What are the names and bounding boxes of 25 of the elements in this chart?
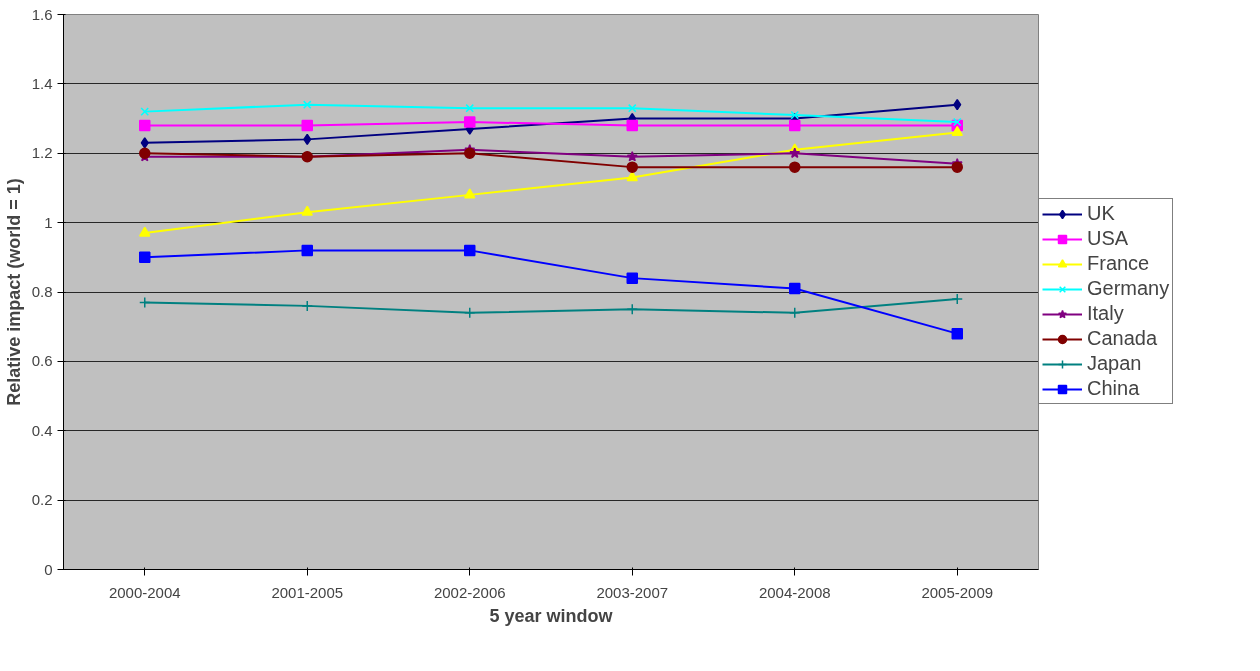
legend-label: Germany xyxy=(1087,277,1170,300)
y-tick-label: 0.6 xyxy=(31,352,53,370)
legend-label: China xyxy=(1087,377,1140,400)
y-tick-label: 0.8 xyxy=(31,283,53,300)
legend-label: Italy xyxy=(1087,302,1124,325)
legend-label: USA xyxy=(1087,227,1129,250)
x-tick-label: 2005-2009 xyxy=(921,583,994,601)
x-axis-title: 5 year window xyxy=(489,605,614,626)
legend-label: UK xyxy=(1087,202,1115,225)
x-tick-label: 2003-2007 xyxy=(596,583,669,601)
legend-label: France xyxy=(1087,252,1150,275)
legend-label: Canada xyxy=(1087,327,1158,350)
y-tick-label: 1.2 xyxy=(31,144,53,162)
y-tick-label: 1.4 xyxy=(31,74,53,92)
x-tick-label: 2000-2004 xyxy=(108,583,181,601)
x-tick-label: 2001-2005 xyxy=(271,583,344,601)
x-tick-label: 2002-2006 xyxy=(433,583,506,601)
y-tick-label: 0 xyxy=(44,560,53,578)
y-tick-label: 1 xyxy=(44,213,53,231)
x-tick-label: 2004-2008 xyxy=(758,583,831,601)
y-tick-label: 1.6 xyxy=(31,5,53,23)
y-axis-title: Relative impact (world = 1) xyxy=(3,178,24,406)
y-tick-label: 0.4 xyxy=(31,421,53,439)
y-tick-label: 0.2 xyxy=(31,491,53,509)
legend-label: Japan xyxy=(1087,352,1142,375)
